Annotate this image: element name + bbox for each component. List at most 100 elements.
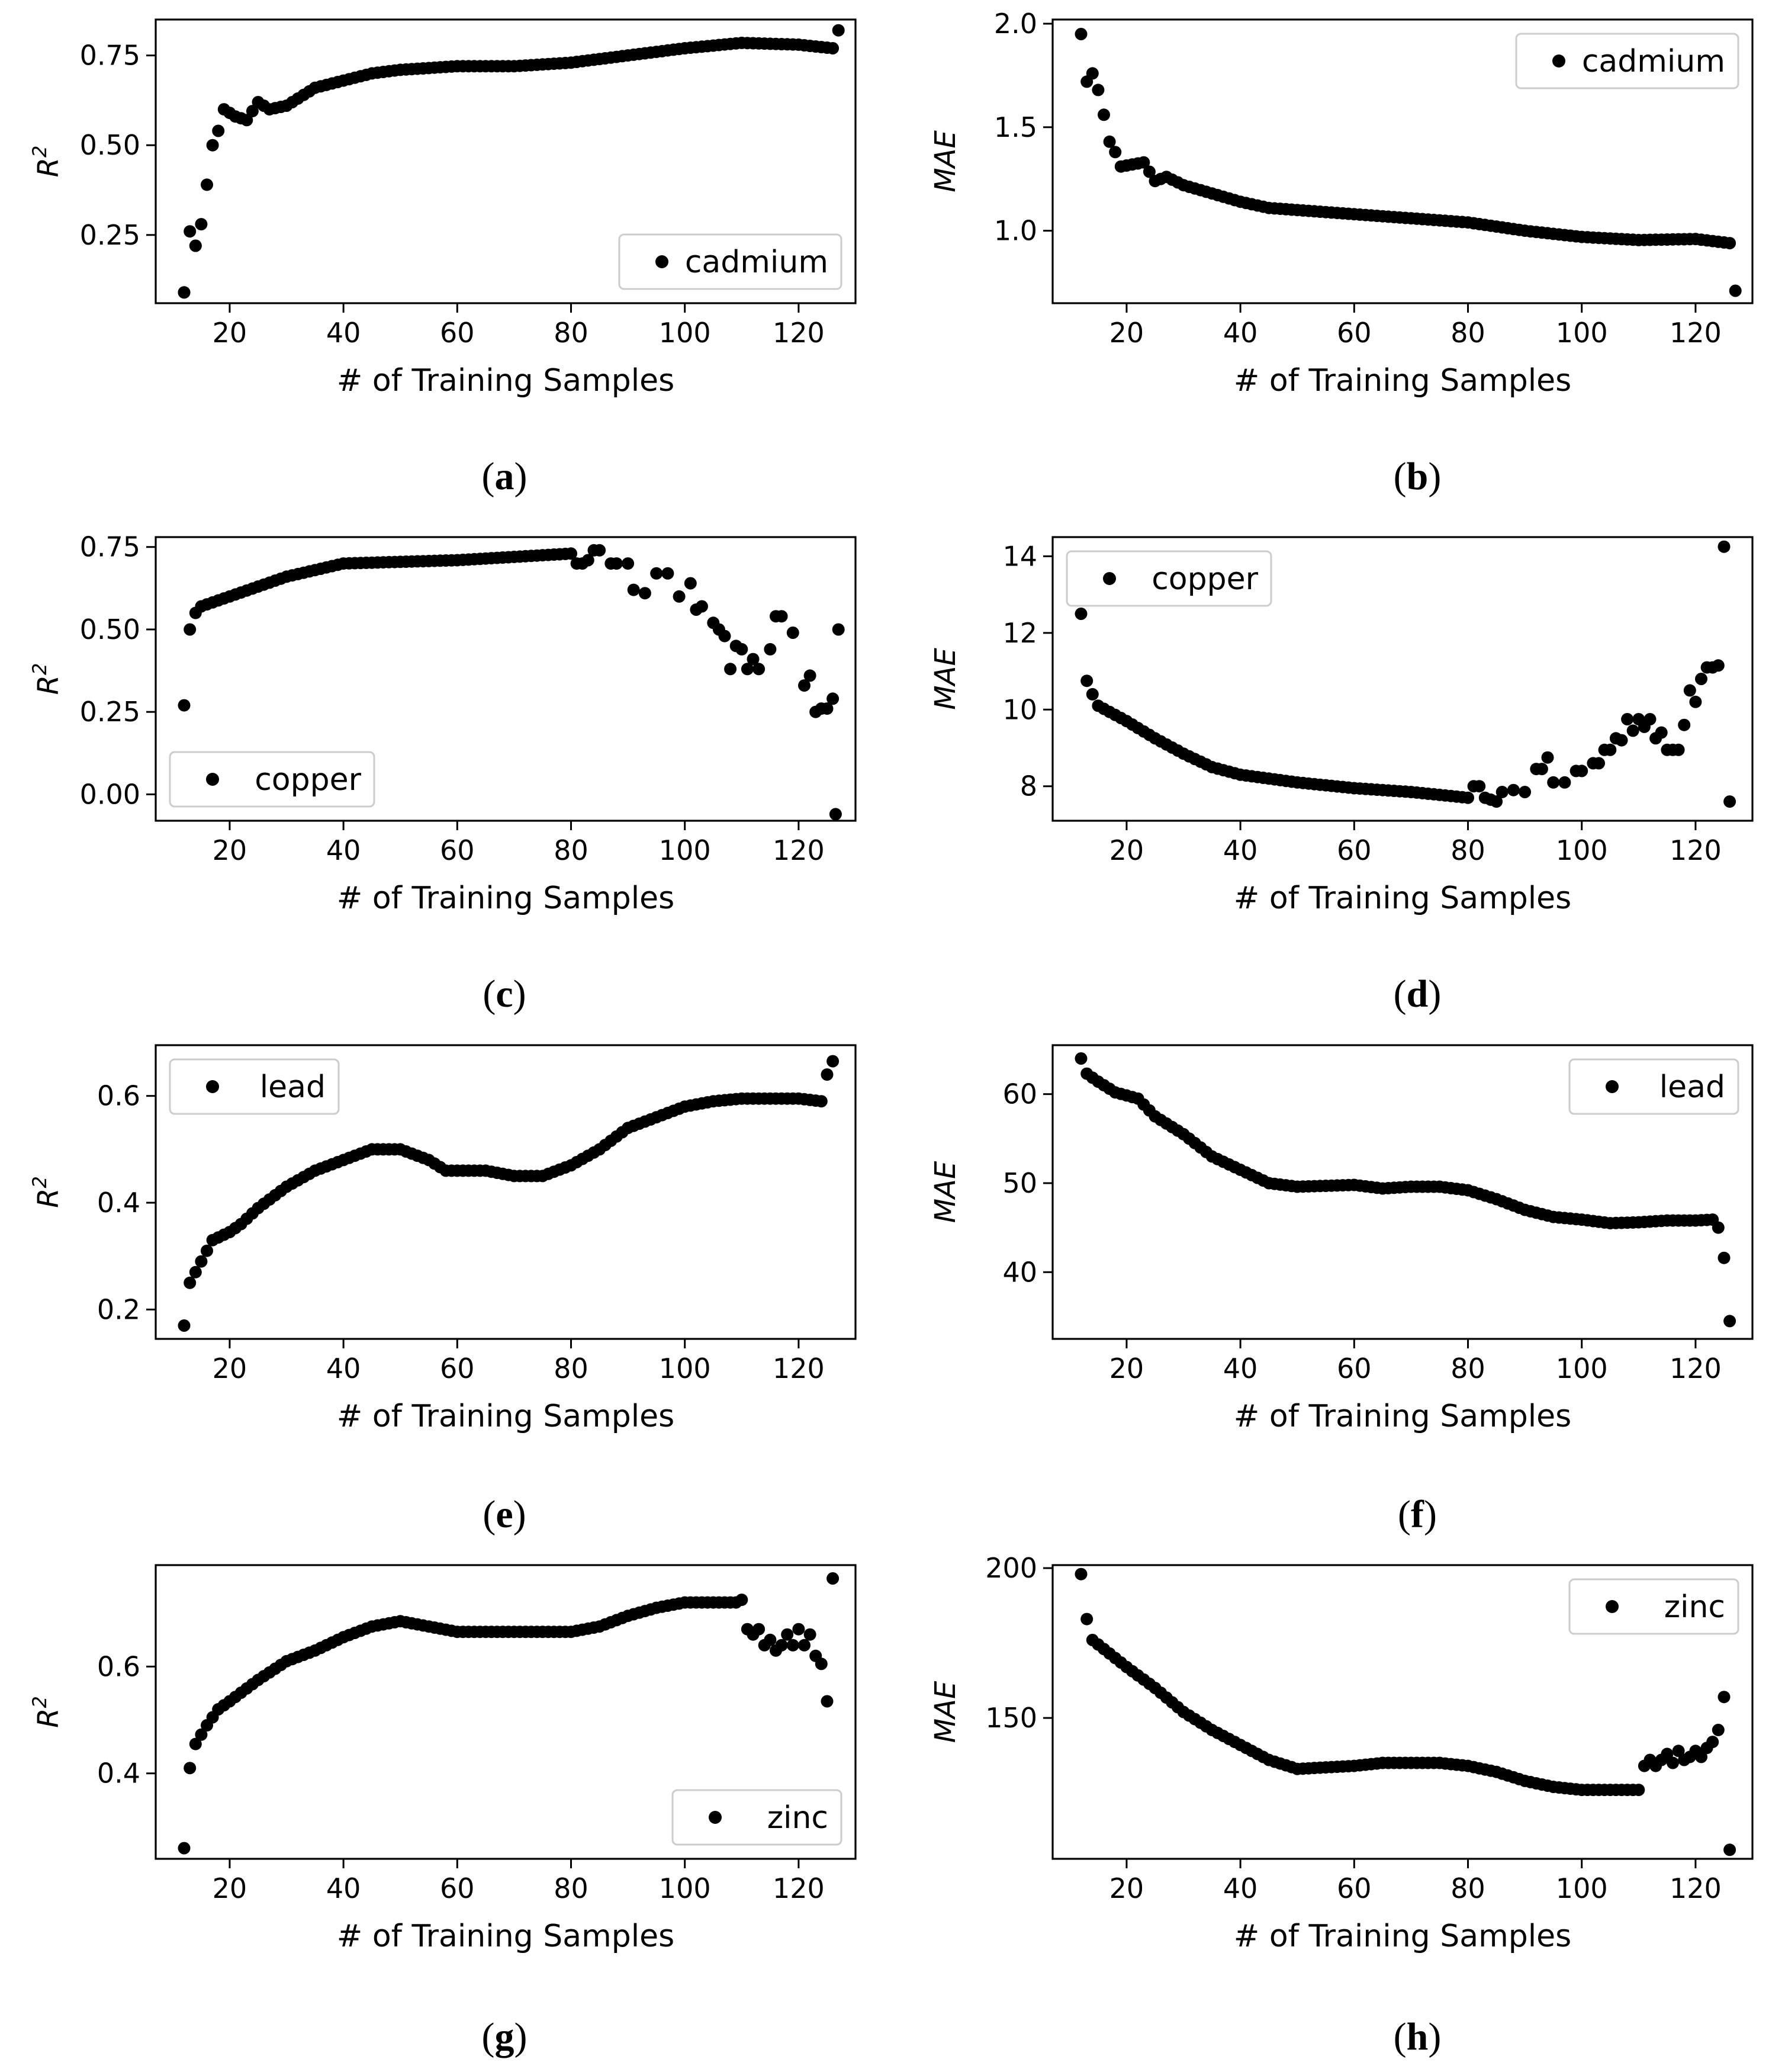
data-point bbox=[1080, 674, 1093, 688]
subfigure-caption: (g) bbox=[482, 2015, 528, 2058]
x-tick-label: 40 bbox=[326, 317, 361, 349]
plot-frame bbox=[155, 536, 857, 822]
x-axis-label: # of Training Samples bbox=[337, 1399, 675, 1434]
data-point bbox=[821, 1695, 834, 1708]
y-tick-label: 50 bbox=[1002, 1167, 1037, 1199]
data-point bbox=[246, 105, 259, 118]
data-point bbox=[1729, 284, 1742, 297]
data-point bbox=[1490, 795, 1503, 808]
data-point bbox=[1655, 726, 1668, 739]
panel-d: 20 40 60 80 100 120 8 10 12 14 # of Training Sampl… bbox=[929, 536, 1754, 1016]
subfigure-caption: (b) bbox=[1394, 455, 1442, 498]
data-point bbox=[684, 577, 697, 590]
legend-box bbox=[671, 1789, 842, 1846]
panel-e: 20 40 60 80 100 120 0.2 0.4 0.6 # of Training Sam… bbox=[28, 1044, 857, 1536]
legend-label: copper bbox=[1152, 561, 1258, 597]
data-point bbox=[696, 600, 708, 613]
data-point bbox=[1143, 165, 1156, 178]
data-point bbox=[1672, 1745, 1685, 1758]
data-point bbox=[1723, 795, 1736, 808]
data-point bbox=[747, 653, 760, 666]
data-point bbox=[724, 663, 737, 676]
data-point bbox=[752, 1623, 766, 1636]
data-point bbox=[798, 679, 811, 692]
legend-label: cadmium bbox=[685, 245, 828, 280]
data-point bbox=[1086, 67, 1099, 80]
y-tick-label: 0.50 bbox=[80, 129, 140, 161]
plot-frame bbox=[1051, 1044, 1754, 1340]
data-point bbox=[826, 1572, 840, 1585]
data-point bbox=[821, 702, 834, 715]
x-tick-label: 40 bbox=[1223, 317, 1258, 349]
x-tick-label: 120 bbox=[1670, 834, 1722, 866]
x-tick-label: 40 bbox=[1223, 1872, 1258, 1904]
x-tick-label: 60 bbox=[1337, 1872, 1372, 1904]
data-point bbox=[1098, 108, 1110, 121]
data-point bbox=[735, 643, 748, 656]
data-point bbox=[661, 567, 674, 580]
x-tick-label: 40 bbox=[326, 1872, 361, 1904]
data-point bbox=[1712, 659, 1725, 672]
data-point bbox=[775, 610, 788, 623]
data-point bbox=[1075, 608, 1088, 620]
data-point bbox=[1593, 757, 1605, 770]
data-point bbox=[1718, 540, 1731, 553]
x-tick-label: 40 bbox=[1223, 834, 1258, 866]
data-point bbox=[195, 218, 208, 231]
data-point bbox=[832, 623, 845, 636]
data-point bbox=[803, 1628, 816, 1641]
data-point bbox=[206, 139, 219, 152]
data-point bbox=[189, 1737, 202, 1750]
y-tick-label: 1.5 bbox=[994, 111, 1037, 143]
panel-c: 20 40 60 80 100 120 0.00 0.25 0.50 0.75 # of Train… bbox=[28, 531, 857, 1016]
data-point bbox=[1621, 713, 1634, 725]
y-axis-label: R2 bbox=[28, 663, 65, 695]
x-axis-label: # of Training Samples bbox=[1234, 1919, 1572, 1954]
plot-frame bbox=[155, 1044, 857, 1340]
data-point bbox=[1712, 1723, 1725, 1736]
data-point bbox=[741, 663, 754, 676]
data-point bbox=[1695, 673, 1707, 685]
data-point bbox=[212, 124, 225, 137]
y-tick-label: 60 bbox=[1002, 1078, 1037, 1110]
data-point bbox=[1103, 135, 1116, 148]
x-tick-label: 20 bbox=[213, 1353, 247, 1384]
y-tick-label: 0.25 bbox=[80, 696, 140, 728]
panel-g: 20 40 60 80 100 120 0.4 0.6 # of Training Sample… bbox=[28, 1564, 857, 2058]
x-tick-label: 80 bbox=[1450, 317, 1485, 349]
data-point bbox=[1626, 724, 1639, 737]
y-tick-label: 0.2 bbox=[97, 1293, 140, 1325]
data-point bbox=[735, 1594, 748, 1607]
x-tick-label: 120 bbox=[773, 317, 825, 349]
data-point bbox=[1604, 743, 1617, 756]
legend-box bbox=[1568, 1578, 1739, 1635]
y-axis-label: MAE bbox=[929, 1161, 962, 1223]
data-point bbox=[1644, 713, 1657, 725]
data-point bbox=[627, 583, 640, 596]
x-tick-label: 120 bbox=[1670, 1872, 1722, 1904]
data-point bbox=[1723, 1843, 1736, 1856]
y-tick-label: 200 bbox=[985, 1552, 1037, 1584]
legend-label: lead bbox=[260, 1069, 326, 1105]
panel-b: 20 40 60 80 100 120 1.0 1.5 2.0 # of Training Sam… bbox=[929, 8, 1754, 498]
x-tick-label: 100 bbox=[1556, 1353, 1608, 1384]
x-tick-label: 60 bbox=[440, 317, 475, 349]
x-tick-label: 20 bbox=[213, 1872, 247, 1904]
x-tick-label: 80 bbox=[554, 834, 588, 866]
x-tick-label: 80 bbox=[1450, 1353, 1485, 1384]
data-point bbox=[195, 1728, 208, 1741]
legend-label: zinc bbox=[1664, 1589, 1725, 1625]
x-tick-label: 20 bbox=[213, 317, 247, 349]
plot-frame bbox=[1051, 1564, 1754, 1860]
data-point bbox=[826, 692, 840, 705]
legend-marker bbox=[1552, 54, 1565, 68]
x-tick-label: 20 bbox=[1109, 834, 1144, 866]
data-point bbox=[815, 1095, 828, 1108]
y-tick-label: 0.6 bbox=[97, 1650, 140, 1682]
data-point bbox=[184, 623, 197, 636]
data-point bbox=[581, 554, 594, 567]
x-tick-label: 60 bbox=[1337, 1353, 1372, 1384]
data-point bbox=[829, 808, 842, 821]
legend-marker bbox=[206, 1080, 219, 1093]
